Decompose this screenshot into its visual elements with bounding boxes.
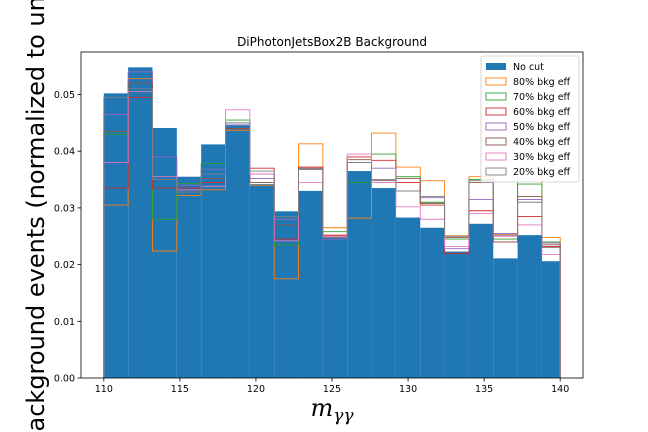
x-axis-label-main: m — [310, 394, 333, 422]
y-tick-label: 0.00 — [54, 374, 75, 385]
bar-no-cut — [322, 237, 348, 378]
y-axis: 0.00 0.01 0.02 0.03 0.04 0.05 — [54, 90, 81, 385]
step-20pct-bkg-eff — [103, 88, 561, 378]
bar-no-cut — [225, 124, 250, 378]
bar-no-cut — [298, 190, 323, 378]
y-tick-label: 0.04 — [54, 147, 75, 158]
x-tick-label: 115 — [171, 384, 189, 395]
bar-no-cut — [468, 223, 494, 378]
bar-no-cut — [541, 261, 561, 378]
y-tick-label: 0.02 — [54, 260, 75, 271]
chart-title: DiPhotonJetsBox2B Background — [237, 35, 427, 49]
x-tick-label: 120 — [247, 384, 265, 395]
y-axis-label: Background events (normalized to unit — [22, 0, 50, 432]
bar-no-cut — [176, 176, 202, 378]
bar-no-cut — [420, 227, 445, 378]
x-axis: 110 115 120 125 130 135 140 — [95, 378, 569, 395]
y-tick-label: 0.01 — [54, 317, 75, 328]
bar-no-cut — [347, 171, 372, 378]
x-tick-label: 110 — [95, 384, 113, 395]
x-axis-label-subscript: γγ — [333, 406, 354, 426]
y-tick-label: 0.03 — [54, 203, 75, 214]
bar-no-cut — [493, 258, 518, 378]
bar-no-cut — [103, 93, 129, 378]
legend-swatch — [485, 167, 507, 176]
legend-label: No cut — [513, 62, 544, 73]
bar-no-cut — [395, 217, 421, 378]
bar-no-cut — [152, 127, 177, 378]
legend-swatch — [485, 152, 507, 161]
x-tick-label: 125 — [323, 384, 341, 395]
legend-box — [480, 55, 580, 183]
legend-swatch — [486, 63, 506, 70]
legend-label: 30% bkg eff — [513, 152, 571, 163]
legend-label: 60% bkg eff — [513, 107, 571, 118]
legend-swatch — [485, 122, 507, 131]
bar-no-cut — [371, 188, 396, 378]
legend-label: 70% bkg eff — [513, 92, 571, 103]
x-tick-label: 130 — [399, 384, 417, 395]
x-axis-label: mγγ — [310, 394, 354, 426]
legend-label: 20% bkg eff — [513, 167, 571, 178]
legend-swatch — [485, 92, 507, 101]
bar-no-cut — [444, 251, 469, 378]
bar-no-cut — [201, 144, 226, 378]
histogram-bars — [103, 67, 561, 378]
histogram-steps — [103, 71, 561, 378]
legend-label: 40% bkg eff — [513, 137, 571, 148]
x-tick-label: 140 — [551, 384, 569, 395]
bar-no-cut — [274, 211, 299, 378]
bar-no-cut — [517, 235, 542, 378]
legend-label: 80% bkg eff — [513, 77, 571, 88]
bar-no-cut — [128, 67, 153, 378]
x-tick-label: 135 — [475, 384, 493, 395]
legend-swatch — [485, 137, 507, 146]
bar-no-cut — [249, 184, 275, 378]
legend-label: 50% bkg eff — [513, 122, 571, 133]
legend-swatch — [485, 107, 507, 116]
legend-swatch — [485, 77, 507, 86]
legend: No cut 80% bkg eff 70% bkg eff 60% bkg eff 5… — [480, 55, 580, 183]
y-tick-label: 0.05 — [54, 90, 75, 101]
